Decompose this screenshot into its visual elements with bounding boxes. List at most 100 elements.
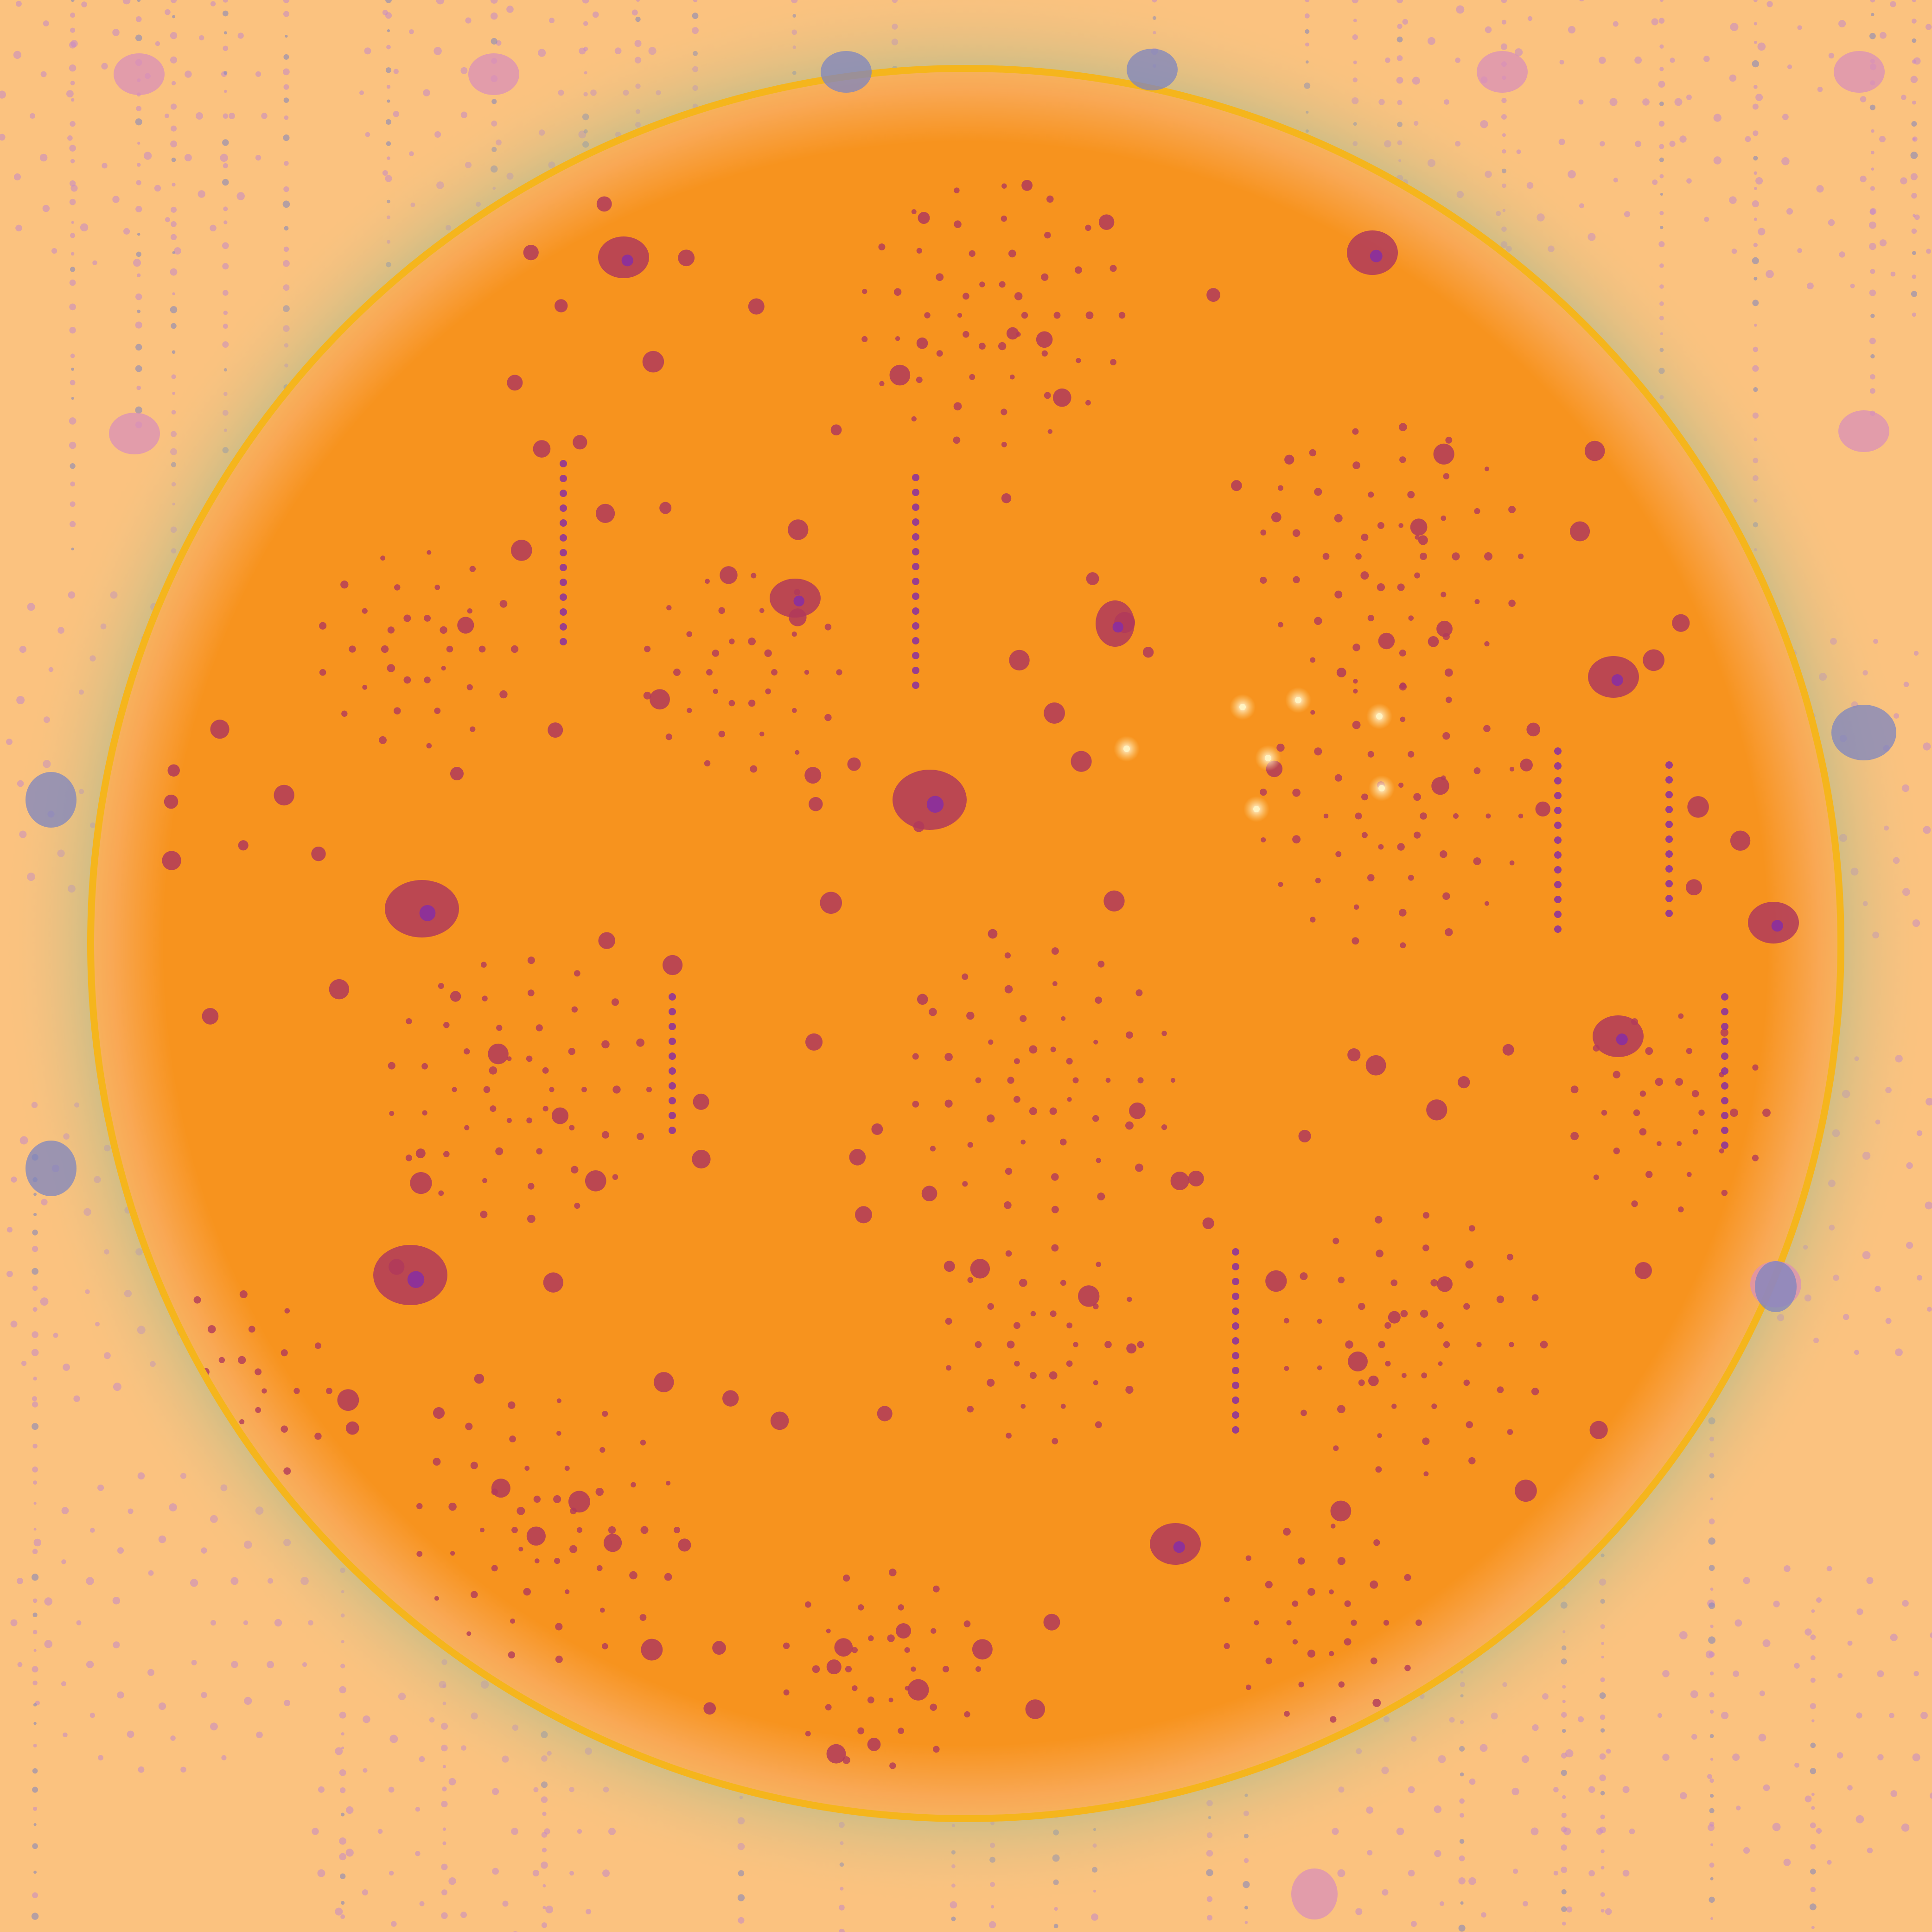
disc-dot bbox=[471, 1591, 478, 1599]
disc-dot bbox=[1368, 491, 1374, 498]
disc-dot bbox=[1093, 1380, 1098, 1385]
disc-scatter-dot bbox=[1526, 722, 1540, 737]
disc-dot bbox=[1420, 812, 1427, 820]
bg-dot bbox=[1810, 1655, 1816, 1660]
disc-dot bbox=[490, 1105, 497, 1112]
disc-scatter-dot bbox=[1515, 1479, 1537, 1502]
bg-dot bbox=[1523, 1900, 1528, 1906]
bg-dot bbox=[490, 0, 498, 4]
bg-dot bbox=[988, 1921, 996, 1929]
bg-dot bbox=[1734, 1619, 1742, 1627]
bg-dot bbox=[1917, 1275, 1922, 1281]
bg-dot bbox=[71, 397, 74, 400]
bg-dot bbox=[136, 163, 141, 167]
disc-scatter-dot bbox=[653, 1372, 674, 1392]
bg-dot bbox=[602, 1869, 610, 1877]
disc-dot bbox=[381, 645, 389, 653]
bg-dot bbox=[1652, 179, 1658, 185]
disc-scatter-dot bbox=[659, 502, 672, 514]
disc-column-dot bbox=[1554, 911, 1562, 918]
disc-column-dot bbox=[1721, 1067, 1728, 1075]
bg-dot bbox=[838, 1928, 845, 1932]
bg-dot bbox=[222, 242, 229, 249]
bg-dot bbox=[1913, 650, 1919, 656]
bg-dot bbox=[1352, 34, 1358, 40]
bg-dot bbox=[1679, 1631, 1688, 1639]
disc-dot bbox=[450, 1551, 455, 1556]
disc-dot bbox=[1390, 1279, 1398, 1287]
bg-dot bbox=[302, 1662, 307, 1667]
bg-dot bbox=[33, 1528, 37, 1531]
disc-column-dot bbox=[1665, 835, 1673, 843]
disc-scatter-dot bbox=[1231, 480, 1242, 491]
disc-dot bbox=[1014, 1360, 1020, 1367]
disc-dot bbox=[549, 1087, 555, 1092]
bg-dot bbox=[222, 10, 229, 17]
bg-dot bbox=[491, 38, 497, 45]
disc-column-dot bbox=[912, 578, 919, 585]
disc-dot bbox=[1074, 266, 1082, 274]
disc-dot bbox=[1414, 831, 1421, 839]
disc-scatter-dot bbox=[1730, 830, 1751, 851]
disc-dot bbox=[964, 1711, 970, 1718]
disc-dot bbox=[1118, 312, 1126, 319]
disc-dot bbox=[967, 1277, 974, 1283]
bg-dot bbox=[70, 252, 75, 256]
disc-dot bbox=[1009, 374, 1015, 380]
bg-dot bbox=[136, 251, 141, 257]
bg-dot bbox=[1880, 32, 1887, 39]
bg-dot bbox=[1501, 0, 1507, 3]
bg-dot bbox=[69, 198, 76, 205]
bg-dot bbox=[434, 47, 442, 55]
disc-dot bbox=[999, 281, 1006, 288]
disc-dot bbox=[706, 669, 713, 676]
bg-dot bbox=[415, 1807, 421, 1812]
disc-column-dot bbox=[1232, 1293, 1239, 1300]
disc-dot bbox=[1096, 1158, 1101, 1163]
disc-dot bbox=[1639, 1128, 1647, 1136]
disc-dot bbox=[1752, 1064, 1759, 1071]
bg-dot bbox=[1532, 1724, 1539, 1731]
bg-dot bbox=[1753, 346, 1759, 352]
disc-dot bbox=[526, 1055, 533, 1062]
bg-dot bbox=[1659, 174, 1664, 179]
disc-dot bbox=[1019, 1279, 1027, 1287]
bg-dot bbox=[201, 1547, 207, 1554]
bg-dot bbox=[1752, 257, 1759, 264]
disc-dot bbox=[932, 1585, 940, 1593]
disc-dot bbox=[1322, 553, 1330, 560]
bg-dot bbox=[1662, 1753, 1670, 1761]
bg-dot bbox=[1732, 1753, 1740, 1761]
disc-dot bbox=[1473, 857, 1481, 866]
bg-dot bbox=[1890, 1633, 1898, 1641]
bg-dot bbox=[1458, 1877, 1466, 1885]
disc-scatter-dot bbox=[871, 1123, 883, 1135]
bg-dot bbox=[1923, 826, 1931, 834]
disc-dot bbox=[426, 743, 432, 749]
bg-dot bbox=[1561, 1770, 1567, 1776]
bg-dot bbox=[1912, 59, 1917, 64]
disc-dot bbox=[1452, 552, 1460, 561]
disc-dot bbox=[673, 1526, 681, 1534]
disc-scatter-dot bbox=[826, 1659, 842, 1675]
bg-dot bbox=[63, 1732, 68, 1738]
bg-dot bbox=[1659, 0, 1664, 2]
bg-dot bbox=[1553, 1787, 1559, 1792]
disc-dot bbox=[1261, 837, 1266, 842]
disc-dot bbox=[987, 1378, 995, 1387]
disc-dot bbox=[930, 1703, 937, 1711]
bg-blob bbox=[1477, 51, 1528, 93]
bg-dot bbox=[442, 1841, 446, 1845]
disc-dot bbox=[953, 436, 961, 444]
bg-dot bbox=[542, 1884, 546, 1887]
bg-dot bbox=[1622, 1786, 1630, 1793]
bg-dot bbox=[1811, 1806, 1815, 1810]
bg-dot bbox=[30, 113, 35, 119]
bg-dot bbox=[61, 1681, 66, 1687]
disc-dot bbox=[1338, 1681, 1345, 1688]
disc-scatter-dot bbox=[210, 720, 230, 739]
disc-scatter-dot bbox=[641, 1639, 663, 1661]
bg-dot bbox=[1729, 196, 1737, 204]
disc-column-dot bbox=[1232, 1322, 1239, 1330]
bg-dot bbox=[1710, 1588, 1714, 1591]
